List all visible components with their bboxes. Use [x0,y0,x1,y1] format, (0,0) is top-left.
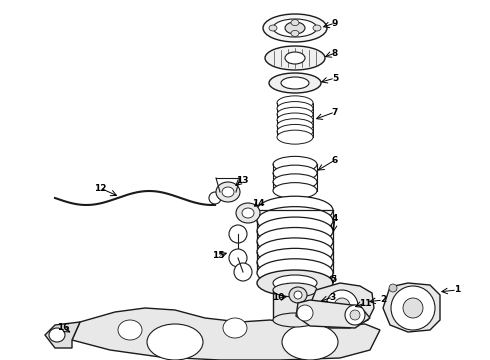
Ellipse shape [345,305,365,325]
Text: 5: 5 [330,275,336,284]
Ellipse shape [281,77,309,89]
Ellipse shape [147,324,203,360]
Ellipse shape [291,19,299,26]
Ellipse shape [277,119,313,133]
Text: 11: 11 [359,298,371,307]
Polygon shape [45,322,80,348]
Polygon shape [383,283,440,332]
Ellipse shape [257,207,333,235]
Ellipse shape [273,156,317,172]
Ellipse shape [277,107,313,121]
Polygon shape [273,290,317,320]
Ellipse shape [285,22,305,34]
Ellipse shape [265,46,325,70]
Ellipse shape [297,305,313,321]
Ellipse shape [223,318,247,338]
Text: 9: 9 [332,18,338,27]
Ellipse shape [242,208,254,218]
Ellipse shape [257,228,333,256]
Text: 12: 12 [94,184,106,193]
Ellipse shape [222,187,234,197]
Ellipse shape [229,249,247,267]
Text: 15: 15 [212,252,224,261]
Text: 4: 4 [332,213,338,222]
Ellipse shape [236,203,260,223]
Ellipse shape [273,183,317,199]
Ellipse shape [285,52,305,64]
Ellipse shape [257,238,333,266]
Ellipse shape [273,275,317,291]
Text: 6: 6 [332,156,338,165]
Ellipse shape [269,25,277,31]
Ellipse shape [257,270,333,296]
Text: 1: 1 [454,285,460,294]
Ellipse shape [209,192,221,204]
Ellipse shape [277,96,313,110]
Ellipse shape [277,113,313,127]
Ellipse shape [313,25,321,31]
Ellipse shape [277,125,313,139]
Ellipse shape [277,130,313,144]
Ellipse shape [118,320,142,340]
Polygon shape [310,283,374,328]
Ellipse shape [257,196,333,224]
Ellipse shape [273,174,317,190]
Ellipse shape [389,284,397,292]
Ellipse shape [269,73,321,93]
Ellipse shape [403,298,423,318]
Ellipse shape [229,225,247,243]
Ellipse shape [350,310,360,320]
Ellipse shape [273,283,317,297]
Polygon shape [72,308,380,360]
Ellipse shape [291,30,299,36]
Text: 14: 14 [252,198,264,207]
Text: 8: 8 [332,49,338,58]
Text: 7: 7 [332,108,338,117]
Ellipse shape [326,290,358,322]
Text: 3: 3 [330,292,336,302]
Text: 10: 10 [272,293,284,302]
Polygon shape [296,300,370,328]
Ellipse shape [257,248,333,276]
Text: 13: 13 [236,176,248,185]
Ellipse shape [391,286,435,330]
Ellipse shape [289,287,307,303]
Ellipse shape [334,298,350,314]
Ellipse shape [273,19,317,37]
Ellipse shape [257,259,333,287]
Ellipse shape [234,263,252,281]
Ellipse shape [277,102,313,116]
Ellipse shape [216,182,240,202]
Ellipse shape [282,324,338,360]
Ellipse shape [294,291,302,299]
Ellipse shape [263,14,327,42]
Text: 16: 16 [57,324,69,333]
Ellipse shape [257,217,333,245]
Text: 2: 2 [380,296,386,305]
Ellipse shape [49,328,65,342]
Text: 5: 5 [332,73,338,82]
Ellipse shape [273,313,317,327]
Ellipse shape [273,165,317,181]
